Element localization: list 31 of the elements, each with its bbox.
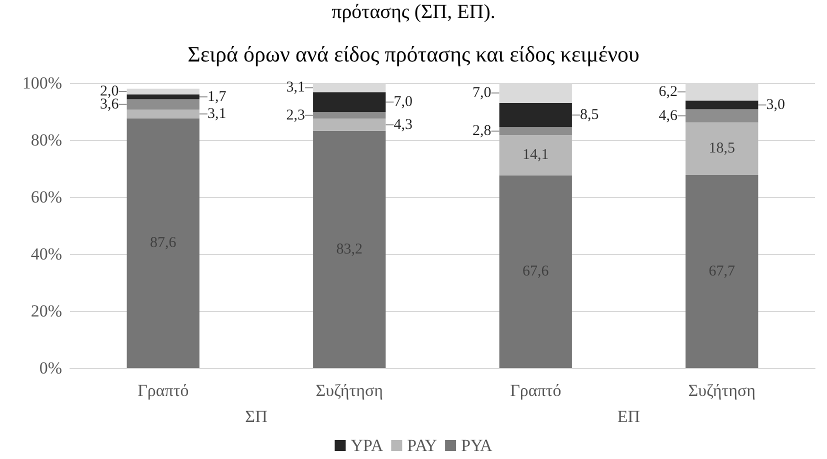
data-label: 2,8 (472, 123, 492, 140)
data-label: 3,0 (766, 96, 785, 113)
data-label: 3,1 (286, 80, 306, 96)
data-label: 2,3 (286, 107, 306, 124)
x-tick-label: Γραπτό (510, 381, 562, 400)
x-tick-label: Συζήτηση (316, 381, 384, 400)
chart-title: Σειρά όρων ανά είδος πρότασης και είδος κειμένου (188, 42, 640, 66)
data-label: 18,5 (708, 140, 735, 157)
data-label: 3,1 (207, 106, 226, 122)
y-tick-label: 100% (22, 74, 62, 92)
text: ΕΠ (617, 407, 640, 426)
text: ΣΠ (245, 407, 268, 426)
x-tick-label: Συζήτηση (688, 381, 756, 400)
data-label: 14,1 (522, 147, 549, 164)
data-label: 6,2 (658, 84, 678, 100)
y-tick-label: 20% (30, 302, 62, 320)
data-label: 7,0 (394, 94, 412, 110)
legend-label: ΡΥΑ (461, 436, 494, 455)
data-label: 4,3 (394, 116, 412, 133)
y-tick-label: 60% (30, 188, 62, 206)
legend-label: ΥΡΑ (350, 436, 384, 455)
y-tick-label: 80% (30, 130, 62, 150)
data-label: 7,0 (472, 84, 492, 101)
y-tick-label: 0% (39, 358, 62, 378)
y-tick-label: 40% (30, 244, 62, 264)
data-label: 8,5 (580, 107, 599, 124)
data-label: 1,7 (207, 88, 227, 105)
legend-label: ΡΑΥ (407, 436, 438, 455)
data-label: 4,6 (658, 108, 678, 124)
x-tick-label: Γραπτό (138, 381, 189, 400)
text: πρότασης (ΣΠ, ΕΠ). (332, 1, 496, 23)
